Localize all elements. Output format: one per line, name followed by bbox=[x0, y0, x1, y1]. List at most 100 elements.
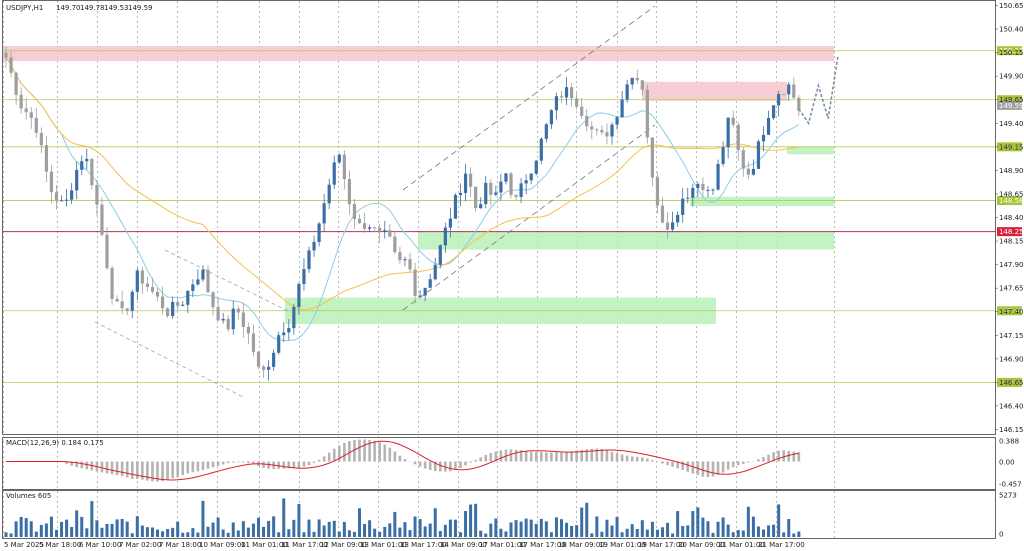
candle bbox=[398, 252, 402, 261]
volume-bar bbox=[14, 521, 18, 537]
volume-bar bbox=[241, 521, 245, 537]
volume-title: Volumes 605 bbox=[6, 492, 51, 500]
macd-bar bbox=[777, 450, 780, 462]
volume-bar bbox=[161, 531, 165, 537]
macd-bar bbox=[509, 449, 513, 462]
volume-bar bbox=[797, 531, 801, 537]
macd-bar bbox=[423, 461, 427, 469]
candle bbox=[90, 158, 94, 186]
volume-bar bbox=[65, 519, 69, 537]
macd-bar bbox=[161, 461, 164, 482]
candle bbox=[29, 112, 33, 118]
volume-bar bbox=[610, 525, 614, 537]
macd-bar bbox=[605, 450, 609, 462]
candle bbox=[322, 203, 326, 224]
volume-bar bbox=[181, 532, 185, 537]
chart-title: USDJPY,H1 bbox=[6, 4, 43, 12]
resistance-zone bbox=[642, 81, 787, 101]
volume-bar bbox=[19, 516, 23, 537]
macd-bar bbox=[545, 452, 548, 462]
support-zone bbox=[787, 146, 834, 155]
macd-bar bbox=[585, 449, 589, 462]
volume-bar bbox=[645, 529, 649, 537]
candle bbox=[95, 185, 99, 205]
volume-bar bbox=[504, 531, 508, 537]
volume-bar bbox=[70, 527, 74, 537]
macd-bar bbox=[595, 448, 599, 462]
macd-bar bbox=[368, 439, 371, 462]
volume-bar bbox=[327, 521, 331, 537]
volume-bar bbox=[100, 527, 104, 537]
volume-bar bbox=[615, 516, 619, 537]
candle bbox=[272, 352, 276, 367]
candle bbox=[731, 117, 735, 125]
volume-bar bbox=[312, 531, 316, 537]
candle bbox=[564, 87, 569, 98]
macd-bar bbox=[439, 461, 442, 472]
macd-bar bbox=[550, 452, 553, 462]
macd-bar bbox=[110, 461, 114, 475]
candle bbox=[585, 115, 589, 127]
volume-bar bbox=[736, 529, 740, 537]
main-pane[interactable] bbox=[2, 0, 996, 435]
macd-tick-label: 0.388 bbox=[999, 438, 1019, 446]
ohlc-low: 149.53 bbox=[104, 4, 129, 12]
candle bbox=[544, 124, 548, 139]
volume-bar bbox=[620, 532, 624, 537]
volume-bar bbox=[85, 528, 89, 537]
macd-bar bbox=[393, 451, 397, 462]
candle bbox=[726, 117, 730, 148]
candle bbox=[171, 302, 175, 317]
macd-bar bbox=[176, 461, 179, 477]
macd-bar bbox=[661, 461, 664, 464]
macd-bar bbox=[610, 451, 614, 462]
volume-bar bbox=[671, 533, 675, 537]
candle bbox=[120, 301, 124, 309]
volume-bar bbox=[731, 532, 735, 537]
volume-bar bbox=[383, 526, 387, 537]
macd-bar bbox=[459, 461, 462, 468]
candle bbox=[19, 94, 23, 109]
candle bbox=[479, 204, 483, 209]
volume-bar bbox=[80, 516, 84, 537]
candle bbox=[4, 52, 8, 58]
volume-bar bbox=[282, 498, 286, 537]
macd-bar bbox=[388, 447, 392, 462]
candle bbox=[54, 192, 59, 201]
candle bbox=[241, 312, 245, 327]
volume-bar bbox=[358, 508, 361, 537]
candle bbox=[150, 286, 155, 292]
volume-bar bbox=[635, 528, 639, 537]
candle bbox=[509, 173, 513, 195]
volume-bar bbox=[307, 519, 311, 537]
y-tick-label: 150.15 bbox=[999, 49, 1024, 57]
y-tick-label: 150.40 bbox=[999, 26, 1024, 34]
candle bbox=[378, 228, 382, 232]
volume-bar bbox=[600, 531, 604, 537]
volume-bar bbox=[317, 519, 321, 537]
candle bbox=[201, 269, 205, 280]
macd-bar bbox=[691, 461, 695, 474]
level-label: 147.41 bbox=[999, 307, 1024, 315]
y-tick-label: 148.15 bbox=[999, 238, 1024, 246]
level-label-box bbox=[997, 46, 1022, 56]
volume-bar bbox=[625, 528, 629, 537]
x-tick-label: 21 Mar 17:00 bbox=[758, 541, 805, 549]
macd-bar bbox=[444, 461, 447, 472]
candle bbox=[332, 162, 336, 185]
volume-bar bbox=[595, 516, 599, 537]
volume-bar bbox=[373, 528, 377, 537]
macd-bar bbox=[221, 461, 225, 465]
candle bbox=[777, 94, 781, 106]
volume-bar bbox=[216, 517, 220, 537]
volume-bar bbox=[257, 517, 260, 537]
candle bbox=[721, 147, 725, 164]
volume-bar bbox=[686, 525, 690, 537]
candle bbox=[256, 351, 261, 367]
macd-bar bbox=[641, 457, 644, 462]
macd-bar bbox=[646, 458, 649, 462]
macd-bar bbox=[736, 461, 740, 466]
candle bbox=[575, 98, 579, 107]
candle bbox=[327, 184, 331, 204]
